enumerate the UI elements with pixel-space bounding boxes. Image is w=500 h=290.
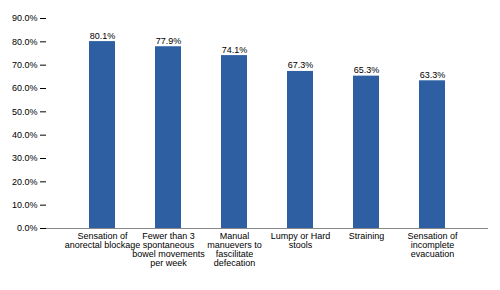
svg-text:50.0%: 50.0% — [12, 107, 38, 117]
svg-text:0.0%: 0.0% — [17, 223, 38, 233]
svg-text:74.1%: 74.1% — [222, 45, 248, 55]
svg-text:63.3%: 63.3% — [420, 70, 446, 80]
svg-text:77.9%: 77.9% — [156, 36, 182, 46]
svg-text:60.0%: 60.0% — [12, 83, 38, 93]
svg-text:30.0%: 30.0% — [12, 153, 38, 163]
svg-text:20.0%: 20.0% — [12, 177, 38, 187]
svg-text:Sensation ofincompleteevacuati: Sensation ofincompleteevacuation — [407, 231, 458, 259]
svg-text:Straining: Straining — [349, 231, 385, 241]
svg-text:40.0%: 40.0% — [12, 130, 38, 140]
svg-text:65.3%: 65.3% — [354, 65, 380, 75]
svg-text:80.0%: 80.0% — [12, 37, 38, 47]
svg-text:Lumpy or Hardstools: Lumpy or Hardstools — [271, 231, 331, 250]
svg-text:10.0%: 10.0% — [12, 200, 38, 210]
svg-text:67.3%: 67.3% — [288, 60, 314, 70]
svg-text:90.0%: 90.0% — [12, 13, 38, 23]
svg-text:Manualmanuevers tofascilitated: Manualmanuevers tofascilitatedefecation — [207, 231, 262, 268]
svg-text:70.0%: 70.0% — [12, 60, 38, 70]
svg-text:Fewer than 3spontaneousbowel m: Fewer than 3spontaneousbowel movementspe… — [132, 231, 205, 268]
svg-text:Sensation ofanorectal blockage: Sensation ofanorectal blockage — [65, 231, 141, 250]
svg-text:80.1%: 80.1% — [90, 31, 116, 41]
